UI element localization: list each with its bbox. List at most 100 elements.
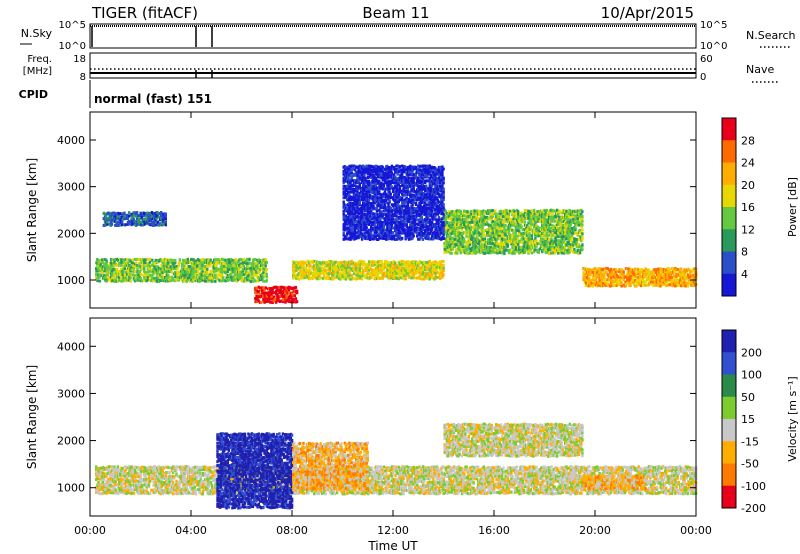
range-cell: [494, 212, 497, 215]
range-cell: [262, 279, 265, 283]
range-cell: [559, 247, 562, 251]
range-cell: [591, 278, 594, 282]
range-cell: [131, 268, 135, 272]
range-cell: [126, 258, 129, 262]
range-cell: [549, 242, 552, 245]
range-cell: [380, 184, 383, 188]
range-cell: [161, 272, 164, 276]
range-cell: [374, 184, 377, 188]
range-cell: [230, 272, 233, 276]
range-cell: [521, 240, 524, 244]
range-cell: [155, 211, 158, 214]
range-cell: [362, 198, 365, 202]
range-cell: [575, 215, 578, 218]
range-cell: [375, 206, 379, 210]
range-cell: [659, 267, 662, 271]
range-cell: [135, 211, 139, 215]
range-cell: [357, 208, 360, 212]
range-cell: [256, 289, 259, 293]
range-cell: [174, 259, 177, 262]
range-cell: [396, 277, 399, 281]
range-cell: [511, 223, 514, 227]
range-cell: [567, 215, 570, 219]
range-cell: [640, 268, 644, 272]
range-cell: [126, 220, 130, 224]
range-cell: [378, 271, 381, 275]
range-cell: [258, 292, 262, 296]
range-cell: [385, 212, 388, 216]
range-cell: [216, 276, 219, 280]
range-cell: [383, 228, 387, 232]
range-cell: [508, 223, 512, 226]
range-cell: [203, 276, 207, 280]
range-cell: [397, 178, 400, 182]
range-cell: [233, 273, 236, 277]
range-cell: [596, 268, 599, 272]
range-cell: [388, 190, 391, 194]
range-cell: [443, 250, 446, 254]
range-cell: [277, 297, 280, 301]
range-cell: [554, 239, 558, 243]
range-cell: [258, 286, 262, 290]
range-cell: [196, 275, 200, 279]
range-cell: [393, 173, 396, 177]
range-cell: [554, 215, 558, 219]
range-cell: [120, 267, 123, 271]
range-cell: [359, 215, 363, 218]
freq-panel: Freq. [MHz] 18 8 60 0 Nave: [23, 52, 780, 83]
range-cell: [458, 226, 461, 230]
range-cell: [456, 251, 459, 255]
range-cell: [248, 261, 251, 265]
range-cell: [340, 261, 343, 265]
range-cell: [249, 269, 252, 273]
range-cell: [581, 217, 584, 221]
range-cell: [549, 222, 552, 226]
nsky-tick-right-bottom: 10^0: [700, 41, 727, 52]
range-cell: [398, 226, 402, 230]
range-cell: [147, 214, 150, 218]
range-cell: [372, 174, 375, 177]
range-cell: [344, 214, 348, 218]
range-cell: [476, 229, 480, 233]
range-cell: [375, 179, 379, 183]
range-cell: [120, 263, 123, 267]
range-cell: [378, 179, 381, 183]
range-cell: [292, 286, 295, 290]
range-cell: [357, 198, 360, 202]
range-cell: [669, 280, 672, 284]
range-cell: [155, 223, 158, 227]
range-cell: [577, 209, 581, 213]
range-cell: [112, 267, 115, 271]
range-cell: [357, 181, 360, 185]
freq-tick-right-bottom: 0: [700, 72, 706, 83]
range-cell: [285, 294, 288, 298]
range-cell: [635, 275, 638, 279]
range-cell: [345, 174, 349, 178]
range-cell: [362, 236, 365, 240]
range-cell: [349, 204, 352, 208]
range-cell: [295, 300, 299, 304]
range-cell: [240, 258, 243, 262]
range-cell: [210, 269, 214, 273]
range-cell: [411, 276, 414, 280]
range-cell: [561, 245, 565, 249]
range-cell: [429, 261, 433, 265]
range-cell: [177, 278, 180, 282]
power-scatter-cells: [95, 164, 698, 304]
freq-label-2: [MHz]: [23, 66, 52, 77]
nsky-tick-left-bottom: 10^0: [59, 41, 86, 52]
range-cell: [418, 260, 421, 264]
range-cell: [387, 221, 390, 225]
range-cell: [357, 173, 360, 177]
range-cell: [225, 275, 228, 279]
range-cell: [450, 225, 453, 229]
range-cell: [410, 274, 413, 278]
range-cell: [396, 198, 399, 202]
range-cell: [344, 277, 348, 281]
range-cell: [98, 275, 101, 279]
range-cell: [348, 167, 351, 171]
range-cell: [686, 284, 690, 288]
range-cell: [388, 208, 391, 212]
range-cell: [131, 261, 135, 265]
range-cell: [337, 276, 341, 280]
